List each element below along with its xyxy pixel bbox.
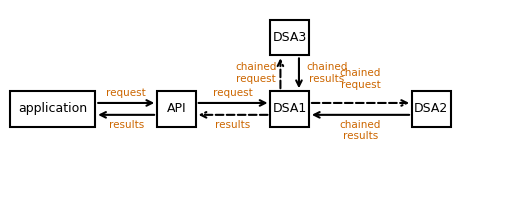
FancyBboxPatch shape	[10, 91, 95, 127]
Text: chained
request: chained request	[235, 62, 277, 84]
FancyBboxPatch shape	[270, 91, 309, 127]
Text: API: API	[166, 102, 186, 115]
Text: results: results	[215, 120, 250, 130]
Text: chained
results: chained results	[340, 120, 381, 141]
Text: request: request	[106, 88, 146, 98]
FancyBboxPatch shape	[412, 91, 451, 127]
Text: DSA3: DSA3	[272, 31, 307, 44]
Text: request: request	[213, 88, 253, 98]
Text: chained
results: chained results	[306, 62, 348, 84]
Text: DSA2: DSA2	[414, 102, 449, 115]
Text: results: results	[109, 120, 144, 130]
FancyBboxPatch shape	[157, 91, 196, 127]
Text: chained
request: chained request	[340, 69, 381, 90]
Text: DSA1: DSA1	[272, 102, 307, 115]
FancyBboxPatch shape	[270, 20, 309, 55]
Text: application: application	[18, 102, 88, 115]
